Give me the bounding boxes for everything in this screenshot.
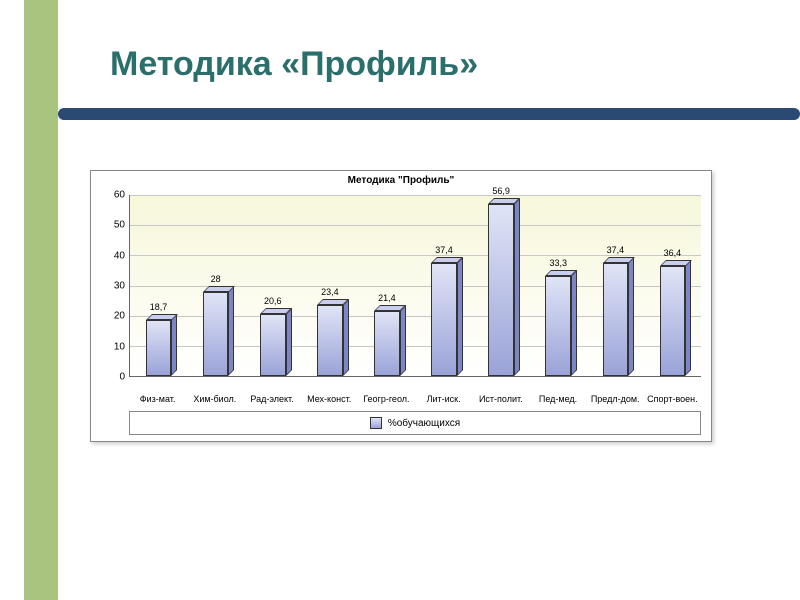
bar — [545, 276, 571, 376]
bar — [603, 263, 629, 376]
slide: Методика «Профиль» Методика "Профиль" 18… — [0, 0, 800, 600]
bar-value-label: 37,4 — [595, 245, 635, 255]
y-tick-label: 60 — [99, 190, 125, 201]
bar — [260, 314, 286, 376]
bar — [317, 305, 343, 376]
legend-label: %обучающихся — [388, 418, 460, 429]
bar-value-label: 21,4 — [367, 293, 407, 303]
plot-axes: 18,72820,623,421,437,456,933,337,436,4 — [129, 195, 701, 377]
bar — [146, 320, 172, 376]
x-category-label: Физ-мат. — [131, 395, 185, 405]
bar-value-label: 36,4 — [652, 248, 692, 258]
bar-value-label: 20,6 — [253, 296, 293, 306]
legend: %обучающихся — [129, 411, 701, 435]
x-category-label: Спорт-воен. — [645, 395, 699, 405]
bar — [374, 311, 400, 376]
x-category-label: Предл-дом. — [588, 395, 642, 405]
slide-title: Методика «Профиль» — [110, 45, 478, 84]
x-category-label: Рад-элект. — [245, 395, 299, 405]
chart-title: Методика "Профиль" — [91, 171, 711, 186]
bar — [431, 263, 457, 376]
x-category-label: Пед-мед. — [531, 395, 585, 405]
chart-frame: Методика "Профиль" 18,7 28 20,6 23,4 21,4 37,… — [90, 170, 712, 442]
x-category-label: Ист-полит. — [474, 395, 528, 405]
rule-bar — [58, 108, 800, 120]
bar-value-label: 37,4 — [424, 245, 464, 255]
bar — [203, 292, 229, 376]
bar-value-label: 18,7 — [139, 302, 179, 312]
y-tick-label: 10 — [99, 341, 125, 352]
legend-swatch — [370, 417, 382, 429]
x-category-label: Геогр-геол. — [359, 395, 413, 405]
y-tick-label: 40 — [99, 250, 125, 261]
bar — [488, 204, 514, 376]
x-category-label: Мех-конст. — [302, 395, 356, 405]
side-accent-band — [24, 0, 58, 600]
y-tick-label: 50 — [99, 220, 125, 231]
x-category-label: Лит-иск. — [417, 395, 471, 405]
title-underline — [0, 108, 800, 120]
bar-value-label: 28 — [196, 274, 236, 284]
bar — [660, 266, 686, 376]
plot-area: 18,72820,623,421,437,456,933,337,436,4 0… — [129, 195, 701, 377]
x-category-label: Хим-биол. — [188, 395, 242, 405]
bar-value-label: 33,3 — [538, 258, 578, 268]
y-tick-label: 30 — [99, 281, 125, 292]
y-tick-label: 0 — [99, 372, 125, 383]
bar-value-label: 23,4 — [310, 287, 350, 297]
x-axis-labels: Физ-мат.Хим-биол.Рад-элект.Мех-конст.Гео… — [129, 379, 701, 405]
rule-gap — [0, 108, 58, 120]
bar-value-label: 56,9 — [481, 186, 521, 196]
bars-layer: 18,72820,623,421,437,456,933,337,436,4 — [130, 195, 701, 376]
y-tick-label: 20 — [99, 311, 125, 322]
